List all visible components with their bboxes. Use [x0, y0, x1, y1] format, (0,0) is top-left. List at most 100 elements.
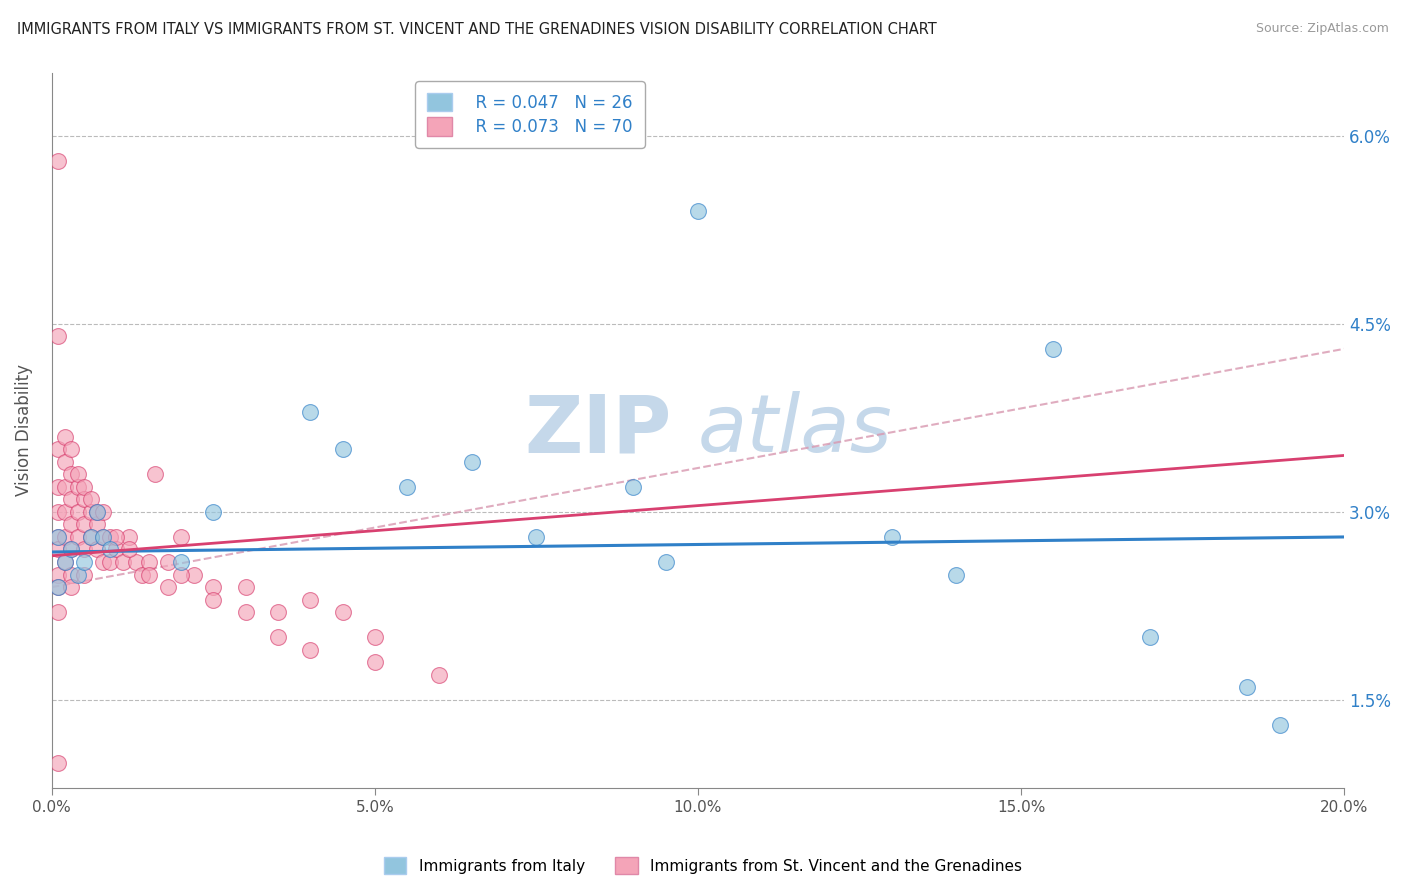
Point: [46, 580, 69, 594]
Point: [235, 605, 257, 619]
Point: [118, 530, 141, 544]
Point: [60, 580, 83, 594]
Point: [53, 480, 76, 494]
Point: [46, 153, 69, 168]
Point: [60, 542, 83, 557]
Point: [105, 530, 128, 544]
Point: [157, 580, 180, 594]
Point: [66, 505, 89, 519]
Point: [46, 442, 69, 457]
Point: [73, 555, 96, 569]
Point: [86, 505, 108, 519]
Point: [46, 756, 69, 770]
Point: [46, 480, 69, 494]
Point: [299, 404, 322, 418]
Point: [60, 517, 83, 532]
Point: [93, 530, 115, 544]
Point: [46, 580, 69, 594]
Point: [60, 567, 83, 582]
Point: [60, 467, 83, 482]
Text: Source: ZipAtlas.com: Source: ZipAtlas.com: [1256, 22, 1389, 36]
Point: [1268, 718, 1291, 732]
Point: [79, 530, 101, 544]
Point: [621, 480, 644, 494]
Point: [73, 480, 96, 494]
Point: [202, 580, 225, 594]
Point: [66, 480, 89, 494]
Point: [170, 555, 193, 569]
Point: [53, 555, 76, 569]
Point: [267, 630, 290, 644]
Point: [299, 592, 322, 607]
Point: [332, 442, 354, 457]
Point: [79, 505, 101, 519]
Point: [73, 567, 96, 582]
Text: IMMIGRANTS FROM ITALY VS IMMIGRANTS FROM ST. VINCENT AND THE GRENADINES VISION D: IMMIGRANTS FROM ITALY VS IMMIGRANTS FROM…: [17, 22, 936, 37]
Point: [66, 567, 89, 582]
Point: [267, 605, 290, 619]
Point: [66, 530, 89, 544]
Point: [170, 530, 193, 544]
Point: [79, 492, 101, 507]
Point: [53, 455, 76, 469]
Point: [105, 542, 128, 557]
Point: [46, 505, 69, 519]
Point: [93, 530, 115, 544]
Point: [526, 530, 548, 544]
Point: [79, 530, 101, 544]
Point: [202, 505, 225, 519]
Point: [118, 542, 141, 557]
Point: [332, 605, 354, 619]
Point: [183, 567, 205, 582]
Point: [86, 517, 108, 532]
Point: [66, 467, 89, 482]
Point: [60, 542, 83, 557]
Point: [131, 567, 153, 582]
Point: [53, 555, 76, 569]
Point: [60, 492, 83, 507]
Point: [46, 329, 69, 343]
Point: [1042, 342, 1064, 356]
Point: [1236, 681, 1258, 695]
Point: [46, 605, 69, 619]
Point: [86, 505, 108, 519]
Point: [654, 555, 676, 569]
Point: [429, 668, 451, 682]
Text: atlas: atlas: [697, 392, 893, 469]
Point: [53, 430, 76, 444]
Point: [299, 642, 322, 657]
Point: [202, 592, 225, 607]
Point: [53, 505, 76, 519]
Point: [53, 530, 76, 544]
Point: [46, 542, 69, 557]
Point: [111, 555, 134, 569]
Point: [93, 555, 115, 569]
Point: [46, 567, 69, 582]
Point: [686, 203, 709, 218]
Point: [98, 555, 121, 569]
Point: [461, 455, 484, 469]
Point: [98, 542, 121, 557]
Text: ZIP: ZIP: [524, 392, 672, 469]
Point: [60, 442, 83, 457]
Point: [138, 567, 160, 582]
Point: [93, 505, 115, 519]
Point: [396, 480, 419, 494]
Point: [880, 530, 903, 544]
Point: [157, 555, 180, 569]
Point: [170, 567, 193, 582]
Legend: Immigrants from Italy, Immigrants from St. Vincent and the Grenadines: Immigrants from Italy, Immigrants from S…: [377, 851, 1029, 880]
Point: [125, 555, 148, 569]
Point: [143, 467, 166, 482]
Point: [86, 542, 108, 557]
Legend:   R = 0.047   N = 26,   R = 0.073   N = 70: R = 0.047 N = 26, R = 0.073 N = 70: [415, 81, 644, 148]
Point: [73, 492, 96, 507]
Point: [73, 542, 96, 557]
Point: [46, 530, 69, 544]
Y-axis label: Vision Disability: Vision Disability: [15, 364, 32, 496]
Point: [1139, 630, 1161, 644]
Point: [98, 530, 121, 544]
Point: [138, 555, 160, 569]
Point: [235, 580, 257, 594]
Point: [73, 517, 96, 532]
